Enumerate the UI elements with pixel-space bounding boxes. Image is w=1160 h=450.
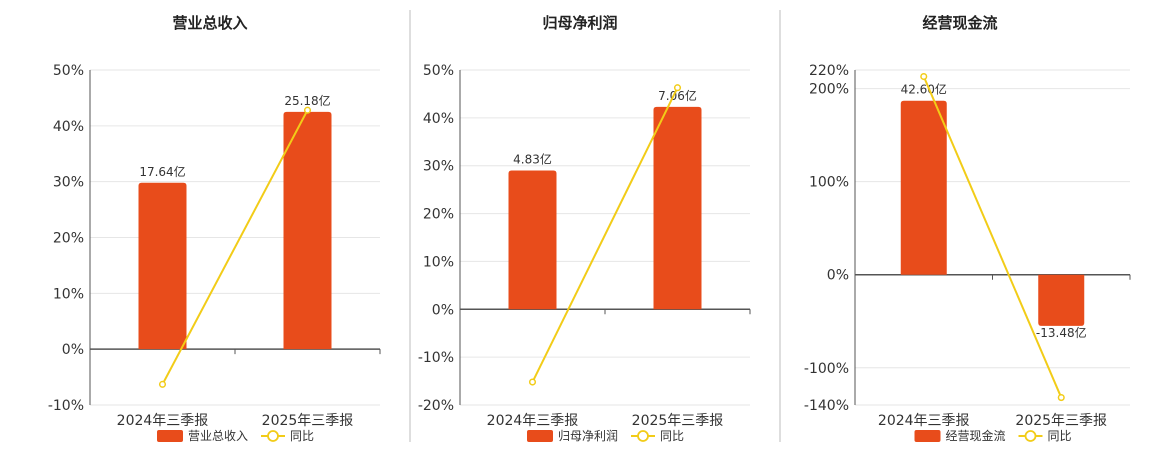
legend-label: 经营现金流 xyxy=(946,428,1006,443)
chart-panel-1: 营业总收入 -10% 0% 10% 20% 30% 40% 50% 17.64亿 25.18亿 20… xyxy=(48,14,381,443)
chart-title: 归母净利润 xyxy=(542,14,617,32)
legend-swatch-marker xyxy=(1024,430,1037,442)
y-tick-label: 200% xyxy=(809,82,849,98)
line-point xyxy=(920,72,928,81)
bar xyxy=(508,170,557,310)
chart-panel-2: 归母净利润 -20% -10% 0% 10% 20% 30% 40% 50% 4.83亿 7.06亿… xyxy=(418,14,751,443)
y-tick-label: -10% xyxy=(418,350,454,366)
data-label: 25.18亿 xyxy=(284,93,330,108)
y-tick-label: 0% xyxy=(432,302,454,318)
line-point xyxy=(303,106,312,114)
legend-swatch-bar xyxy=(157,430,183,442)
x-category-label: 2025年三季报 xyxy=(262,413,354,429)
y-tick-label: 0% xyxy=(827,268,849,284)
data-label: -13.48亿 xyxy=(1036,325,1087,340)
line-point xyxy=(673,84,682,92)
legend: 营业总收入 同比 xyxy=(157,429,314,443)
data-label: 4.83亿 xyxy=(513,152,552,167)
legend-swatch-bar xyxy=(914,430,941,442)
y-tick-label: 30% xyxy=(53,175,84,191)
y-tick-label: 40% xyxy=(423,111,454,127)
x-category-label: 2025年三季报 xyxy=(1015,413,1107,429)
legend: 归母净利润 同比 xyxy=(527,429,684,443)
legend-swatch-bar xyxy=(527,430,553,442)
y-tick-label: 40% xyxy=(53,119,84,135)
chart-title: 经营现金流 xyxy=(922,14,997,32)
data-label: 7.06亿 xyxy=(658,88,697,103)
y-tick-label: 50% xyxy=(53,63,84,79)
bar xyxy=(1038,274,1085,326)
legend: 经营现金流 同比 xyxy=(914,428,1072,443)
legend-label: 同比 xyxy=(1048,429,1072,443)
chart-title: 营业总收入 xyxy=(172,14,247,32)
line-series xyxy=(531,87,679,383)
y-tick-label: 20% xyxy=(423,207,454,223)
data-label: 42.60亿 xyxy=(901,82,947,97)
chart-panel-3: 经营现金流 -140% -100% 0% 100% 200% 220% 42.60亿 -13.4… xyxy=(804,14,1131,443)
legend-label: 同比 xyxy=(660,429,684,443)
bar xyxy=(138,182,187,350)
x-category-label: 2024年三季报 xyxy=(117,413,209,429)
legend-label: 同比 xyxy=(290,429,314,443)
y-tick-label: 100% xyxy=(809,175,849,191)
x-category-label: 2024年三季报 xyxy=(878,413,970,429)
x-category-label: 2025年三季报 xyxy=(632,413,724,429)
legend-swatch-marker xyxy=(637,430,649,442)
line-series xyxy=(922,76,1063,398)
line-series xyxy=(161,109,309,385)
legend-swatch-marker xyxy=(267,430,279,442)
y-tick-label: 0% xyxy=(62,342,84,358)
y-tick-label: -140% xyxy=(804,398,849,414)
bar xyxy=(900,100,947,275)
bar xyxy=(653,106,702,310)
legend-label: 归母净利润 xyxy=(558,429,618,443)
y-tick-label: -10% xyxy=(48,398,84,414)
bar xyxy=(283,111,332,350)
y-tick-label: -100% xyxy=(804,361,849,377)
y-tick-label: 30% xyxy=(423,159,454,175)
y-tick-label: 10% xyxy=(53,286,84,302)
line-point xyxy=(1057,394,1065,402)
y-tick-label: 220% xyxy=(809,63,849,79)
line-point xyxy=(528,378,537,386)
y-tick-label: 20% xyxy=(53,231,84,247)
y-tick-label: 10% xyxy=(423,254,454,270)
y-tick-label: -20% xyxy=(418,398,454,414)
line-point xyxy=(158,380,167,388)
data-label: 17.64亿 xyxy=(139,164,185,179)
x-category-label: 2024年三季报 xyxy=(487,413,579,429)
y-tick-label: 50% xyxy=(423,63,454,79)
legend-label: 营业总收入 xyxy=(188,429,248,443)
